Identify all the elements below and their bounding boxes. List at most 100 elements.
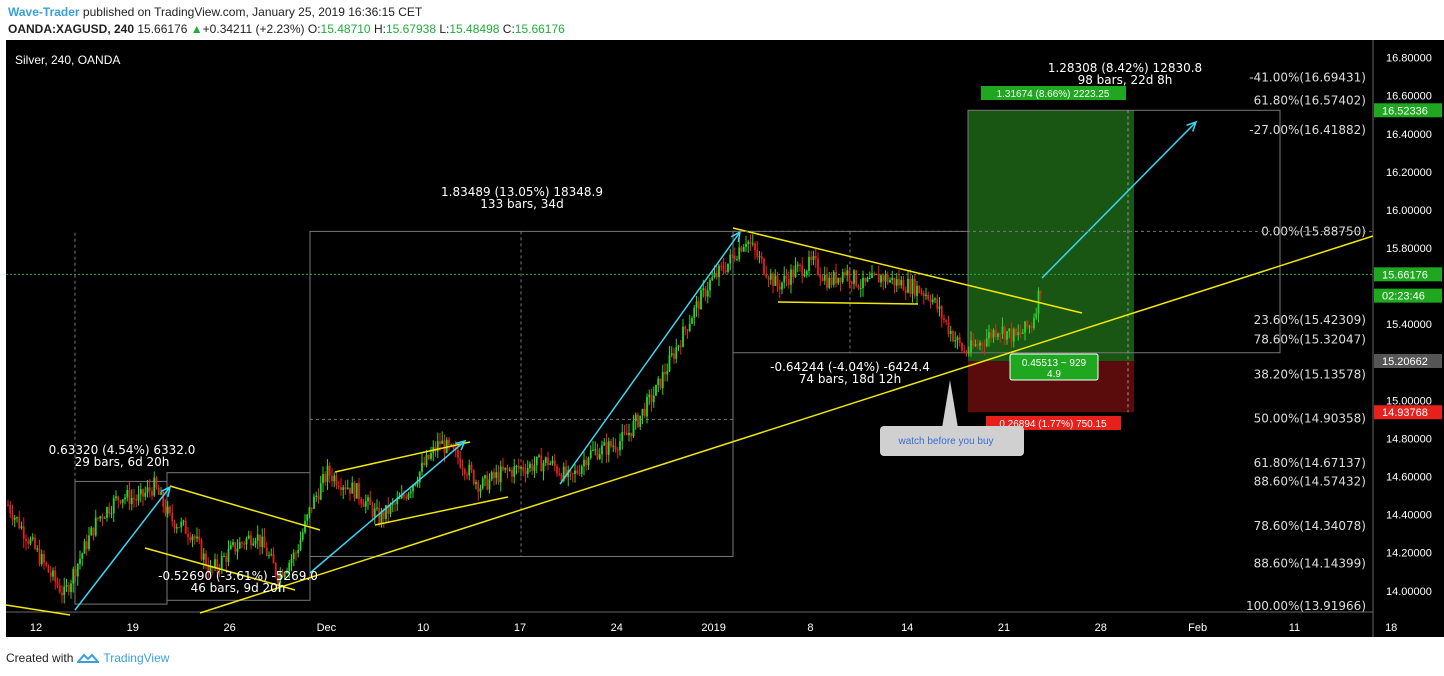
- candle-body: [495, 472, 498, 478]
- measure-value: 0.63320 (4.54%) 6332.0: [49, 443, 196, 457]
- candle-body: [949, 331, 952, 334]
- candle-body: [679, 345, 682, 347]
- candle-body: [943, 318, 945, 321]
- candle-body: [598, 454, 601, 459]
- candle-body: [115, 496, 117, 499]
- candle-body: [859, 288, 862, 290]
- candle-body: [400, 494, 403, 499]
- candle-body: [153, 477, 156, 496]
- candle-body: [441, 440, 444, 445]
- candle-body: [328, 465, 331, 476]
- candle-body: [223, 556, 225, 558]
- publish-line: Wave-Trader published on TradingView.com…: [8, 5, 422, 19]
- candle-body: [373, 508, 376, 517]
- candle-body: [738, 247, 741, 260]
- candle-body: [625, 433, 628, 436]
- candle-body: [56, 581, 59, 586]
- y-tick-label: 16.00000: [1386, 205, 1432, 217]
- candle-body: [263, 536, 266, 548]
- candle-body: [63, 586, 66, 596]
- candle-body: [99, 516, 102, 519]
- price-badge: 02:23:46: [1374, 288, 1442, 303]
- fib-level-label: 0.00%(15.88750): [1261, 224, 1366, 238]
- x-tick-label: 11: [1289, 622, 1300, 634]
- tradingview-brand[interactable]: TradingView: [103, 651, 170, 665]
- candle-body: [551, 460, 554, 464]
- candle-body: [715, 272, 718, 278]
- trend-line: [5, 604, 71, 616]
- target-zone: [968, 110, 1134, 362]
- candle-body: [1015, 329, 1017, 336]
- candle-body: [344, 487, 347, 489]
- candle-body: [121, 499, 124, 503]
- candle-body: [367, 497, 369, 502]
- candle-body: [864, 277, 867, 282]
- candle-body: [612, 445, 615, 447]
- candle-body: [634, 414, 637, 422]
- candle-body: [47, 565, 50, 573]
- author-link[interactable]: Wave-Trader: [8, 5, 80, 19]
- candle-body: [697, 301, 700, 310]
- candle-body: [337, 485, 340, 488]
- candle-body: [11, 513, 14, 520]
- candle-body: [911, 278, 914, 294]
- candle-body: [171, 512, 174, 522]
- fib-level-label: 23.60%(15.42309): [1254, 313, 1366, 327]
- candle-body: [702, 288, 705, 291]
- candle-body: [985, 338, 988, 346]
- candle-body: [162, 492, 165, 507]
- candle-body: [596, 449, 599, 459]
- candle-body: [238, 542, 241, 549]
- candle-body: [938, 306, 941, 309]
- candle-body: [463, 469, 466, 475]
- candle-body: [450, 444, 453, 446]
- price-badge-label: 15.20662: [1382, 356, 1428, 368]
- candle-body: [713, 272, 716, 278]
- candle-body: [157, 487, 160, 495]
- candle-body: [821, 278, 824, 281]
- candle-body: [756, 250, 759, 257]
- candle-body: [706, 290, 709, 297]
- candle-body: [225, 556, 228, 562]
- candle-body: [900, 280, 903, 286]
- low-label: L:: [439, 22, 450, 36]
- candle-body: [902, 280, 905, 291]
- candle-body: [412, 484, 414, 492]
- candle-body: [970, 340, 972, 352]
- y-tick-label: 16.20000: [1386, 167, 1432, 179]
- close-value: 15.66176: [514, 22, 565, 36]
- trend-line: [374, 496, 509, 526]
- candle-body: [445, 439, 448, 453]
- candle-body: [252, 543, 255, 546]
- candle-body: [1021, 332, 1024, 334]
- candle-body: [49, 572, 52, 577]
- candle-body: [207, 566, 210, 573]
- candle-body: [184, 520, 187, 534]
- y-tick-label: 15.80000: [1386, 243, 1432, 255]
- open-value: 15.48710: [320, 22, 371, 36]
- candle-body: [164, 506, 167, 514]
- candle-body: [569, 470, 572, 474]
- candle-body: [416, 482, 419, 485]
- candle-body: [241, 542, 243, 544]
- candle-body: [664, 371, 666, 375]
- candle-body: [430, 452, 432, 459]
- candle-body: [508, 469, 511, 471]
- candle-body: [904, 290, 907, 293]
- candle-body: [565, 466, 567, 477]
- candle-body: [787, 278, 790, 285]
- candle-body: [940, 306, 943, 319]
- candle-body: [542, 462, 545, 472]
- candle-body: [547, 457, 549, 465]
- candle-body: [956, 337, 959, 340]
- candle-body: [826, 274, 828, 288]
- candle-body: [229, 544, 232, 550]
- candle-body: [299, 539, 302, 551]
- candle-body: [110, 513, 113, 515]
- candle-body: [801, 264, 804, 277]
- candle-body: [628, 432, 630, 436]
- candle-body: [234, 542, 237, 552]
- candle-body: [126, 490, 129, 498]
- price-chart[interactable]: 16.80000 16.60000 16.40000 16.20000 16.00000…: [0, 40, 1444, 640]
- measure-bars: 29 bars, 6d 20h: [75, 455, 170, 469]
